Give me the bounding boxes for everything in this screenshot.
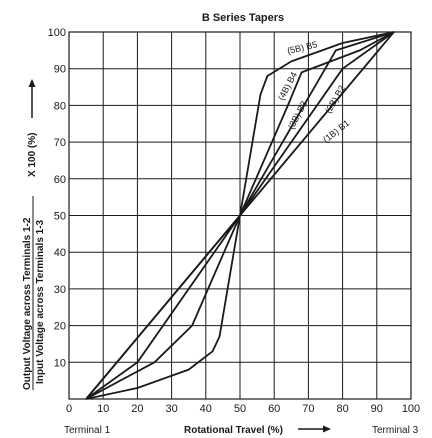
y-tick-label: 100	[48, 27, 66, 39]
series-line-b1	[85, 31, 395, 400]
x-tick-label: 40	[200, 403, 212, 415]
x-end-label-left: Terminal 1	[64, 425, 111, 436]
y-tick-labels: 10 20 30 40 50 60 70 80 90 100	[48, 27, 66, 369]
x-tick-label: 70	[302, 403, 314, 415]
x-tick-labels: 0 10 20 30 40 50 60 70 80 90 100	[66, 403, 420, 415]
x-tick-label: 10	[97, 403, 109, 415]
x-tick-label: 50	[234, 403, 246, 415]
x-tick-label: 30	[165, 403, 177, 415]
y-tick-label: 60	[54, 174, 66, 186]
y-tick-label: 30	[54, 284, 66, 296]
x-tick-label: 90	[371, 403, 383, 415]
chart-title: B Series Tapers	[202, 12, 284, 24]
x-tick-label: 60	[268, 403, 280, 415]
y-tick-label: 50	[54, 211, 66, 223]
y-tick-label: 80	[54, 100, 66, 112]
curve-label-b2: (2B) B2	[323, 84, 347, 115]
y-axis-label: Output Voltage across Terminals 1-2 Inpu…	[22, 79, 46, 390]
x-end-label-right: Terminal 3	[372, 425, 419, 436]
y-label-numerator: Output Voltage across Terminals 1-2	[22, 217, 33, 390]
y-tick-label: 40	[54, 247, 66, 259]
y-tick-label: 90	[54, 64, 66, 76]
x-axis-label: Rotational Travel (%)	[184, 425, 283, 436]
plot-frame	[68, 31, 412, 400]
y-tick-label: 70	[54, 137, 66, 149]
y-label-suffix: X 100 (%)	[27, 133, 38, 177]
x-tick-label: 80	[336, 403, 348, 415]
y-tick-label: 20	[54, 321, 66, 333]
x-axis-arrow	[298, 425, 331, 433]
y-tick-label: 10	[54, 357, 66, 369]
x-tick-label: 20	[131, 403, 143, 415]
grid	[68, 31, 412, 400]
y-label-denominator: Input Voltage across Terminals 1-3	[35, 219, 46, 384]
curve-label-b1: (1B) B1	[321, 118, 351, 145]
curves	[85, 31, 395, 400]
x-tick-label: 100	[402, 403, 420, 415]
x-tick-label: 0	[66, 403, 72, 415]
